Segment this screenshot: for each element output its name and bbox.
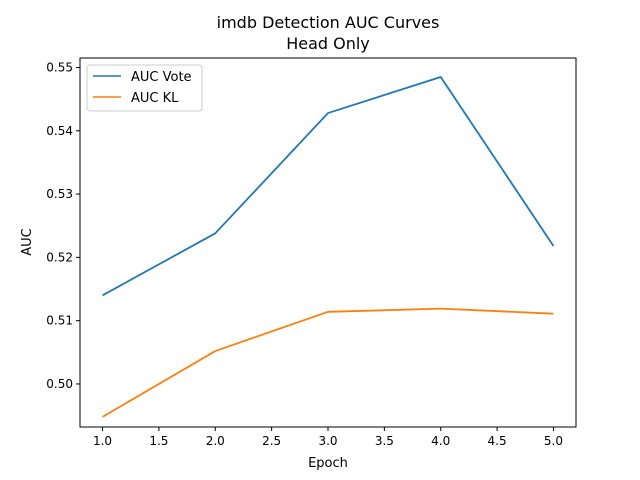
x-axis-ticks: 1.0 1.5 2.0 2.5 3.0 3.5 4.0 4.5 5.0 [93,427,563,448]
series-layer [102,76,555,418]
y-tick-label: 0.53 [46,187,73,201]
series-line-auc-kl [102,307,554,418]
x-tick-label: 3.5 [375,434,394,448]
y-axis-ticks: 0.50 0.51 0.52 0.53 0.54 0.55 [46,60,80,391]
y-tick-label: 0.55 [46,60,73,74]
x-tick-label: 4.0 [431,434,450,448]
y-axis-label: AUC [20,228,35,256]
legend-label-auc-kl: AUC KL [131,91,179,106]
legend: AUC Vote AUC KL [86,64,203,112]
x-tick-label: 1.5 [149,434,168,448]
x-axis-label: Epoch [308,456,348,471]
chart-subtitle: Head Only [286,34,370,53]
x-tick-label: 2.5 [262,434,281,448]
legend-label-auc-vote: AUC Vote [131,70,192,85]
x-tick-label: 3.0 [318,434,337,448]
series-line-auc-vote [102,76,555,297]
x-tick-label: 5.0 [544,434,563,448]
y-tick-label: 0.50 [46,377,73,391]
chart-title: imdb Detection AUC Curves [217,13,440,32]
x-tick-label: 2.0 [206,434,225,448]
x-tick-label: 4.5 [488,434,507,448]
y-tick-label: 0.51 [46,314,73,328]
y-tick-label: 0.52 [46,250,73,264]
x-tick-label: 1.0 [93,434,112,448]
y-tick-label: 0.54 [46,124,73,138]
